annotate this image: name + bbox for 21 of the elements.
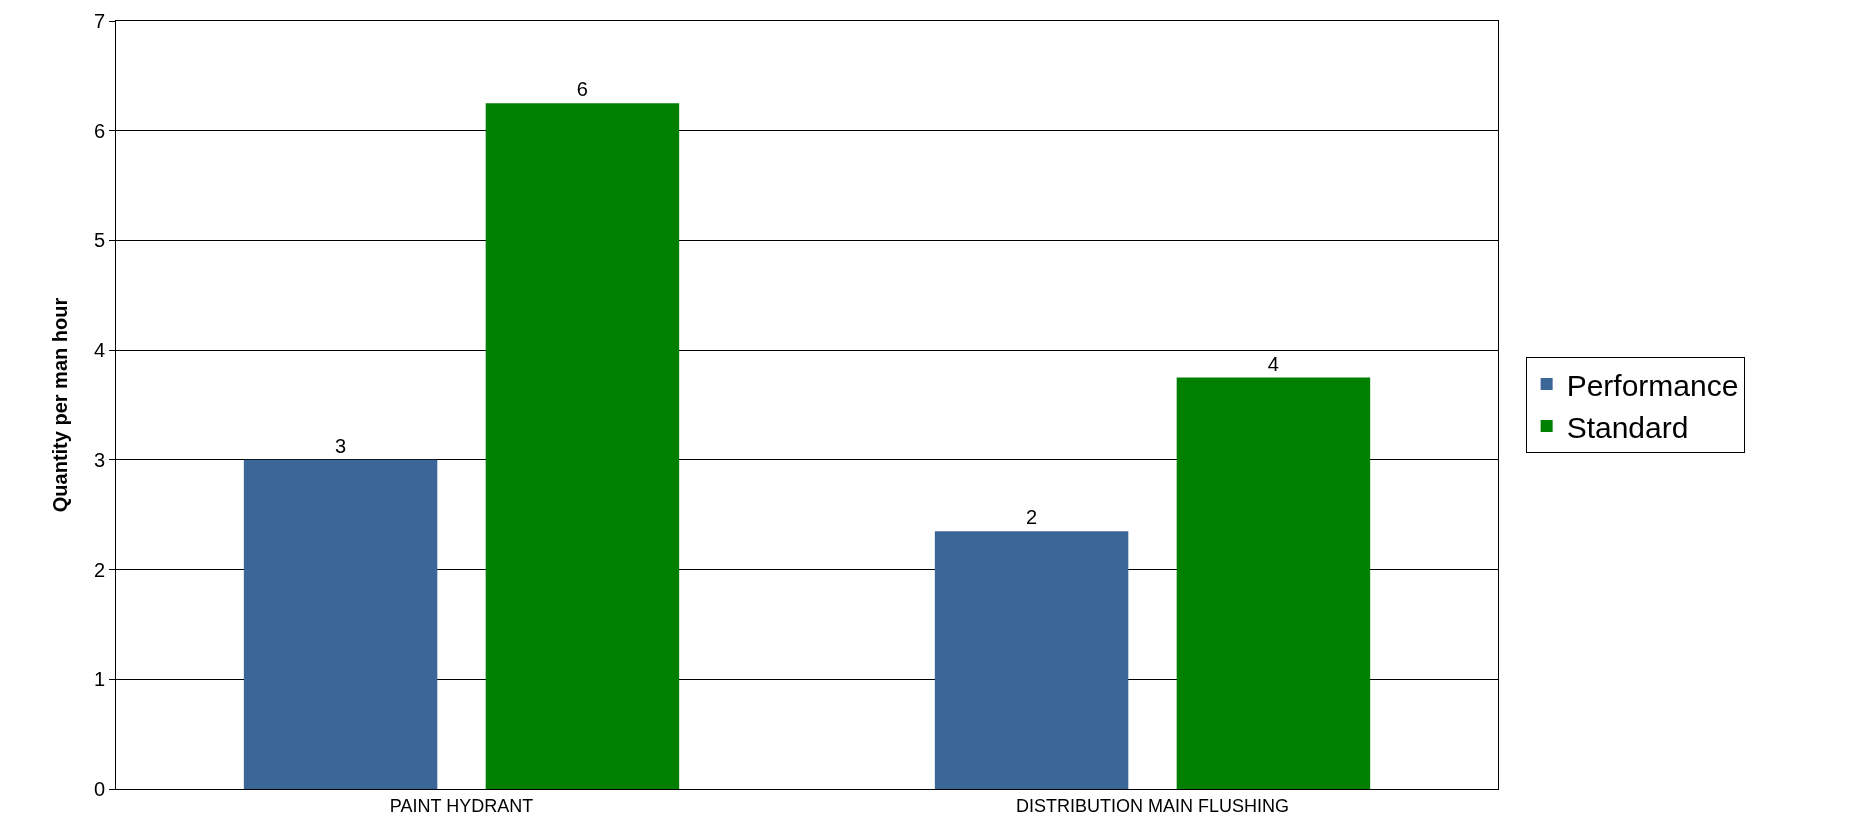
data-label: 4	[1267, 352, 1279, 375]
bar	[485, 103, 680, 789]
x-tick-label: PAINT HYDRANT	[389, 795, 534, 816]
y-tick-label: 0	[93, 778, 105, 800]
y-tick-label: 6	[93, 119, 105, 142]
y-tick-label: 2	[93, 558, 105, 581]
data-label: 6	[576, 78, 588, 101]
bar	[243, 459, 438, 789]
bar	[934, 531, 1129, 789]
y-tick-label: 1	[93, 668, 105, 691]
y-tick-label: 7	[93, 10, 105, 32]
data-label: 3	[335, 434, 347, 457]
x-tick-label: DISTRIBUTION MAIN FLUSHING	[1015, 795, 1290, 816]
y-tick-label: 4	[93, 339, 105, 362]
legend-label: Performance	[1566, 368, 1739, 402]
data-label: 2	[1026, 506, 1038, 529]
legend-label: Standard	[1566, 410, 1689, 444]
y-axis-title: Quantity per man hour	[49, 297, 72, 513]
y-tick-label: 3	[93, 448, 105, 471]
y-tick-label: 5	[93, 229, 105, 252]
bar	[1176, 377, 1371, 789]
